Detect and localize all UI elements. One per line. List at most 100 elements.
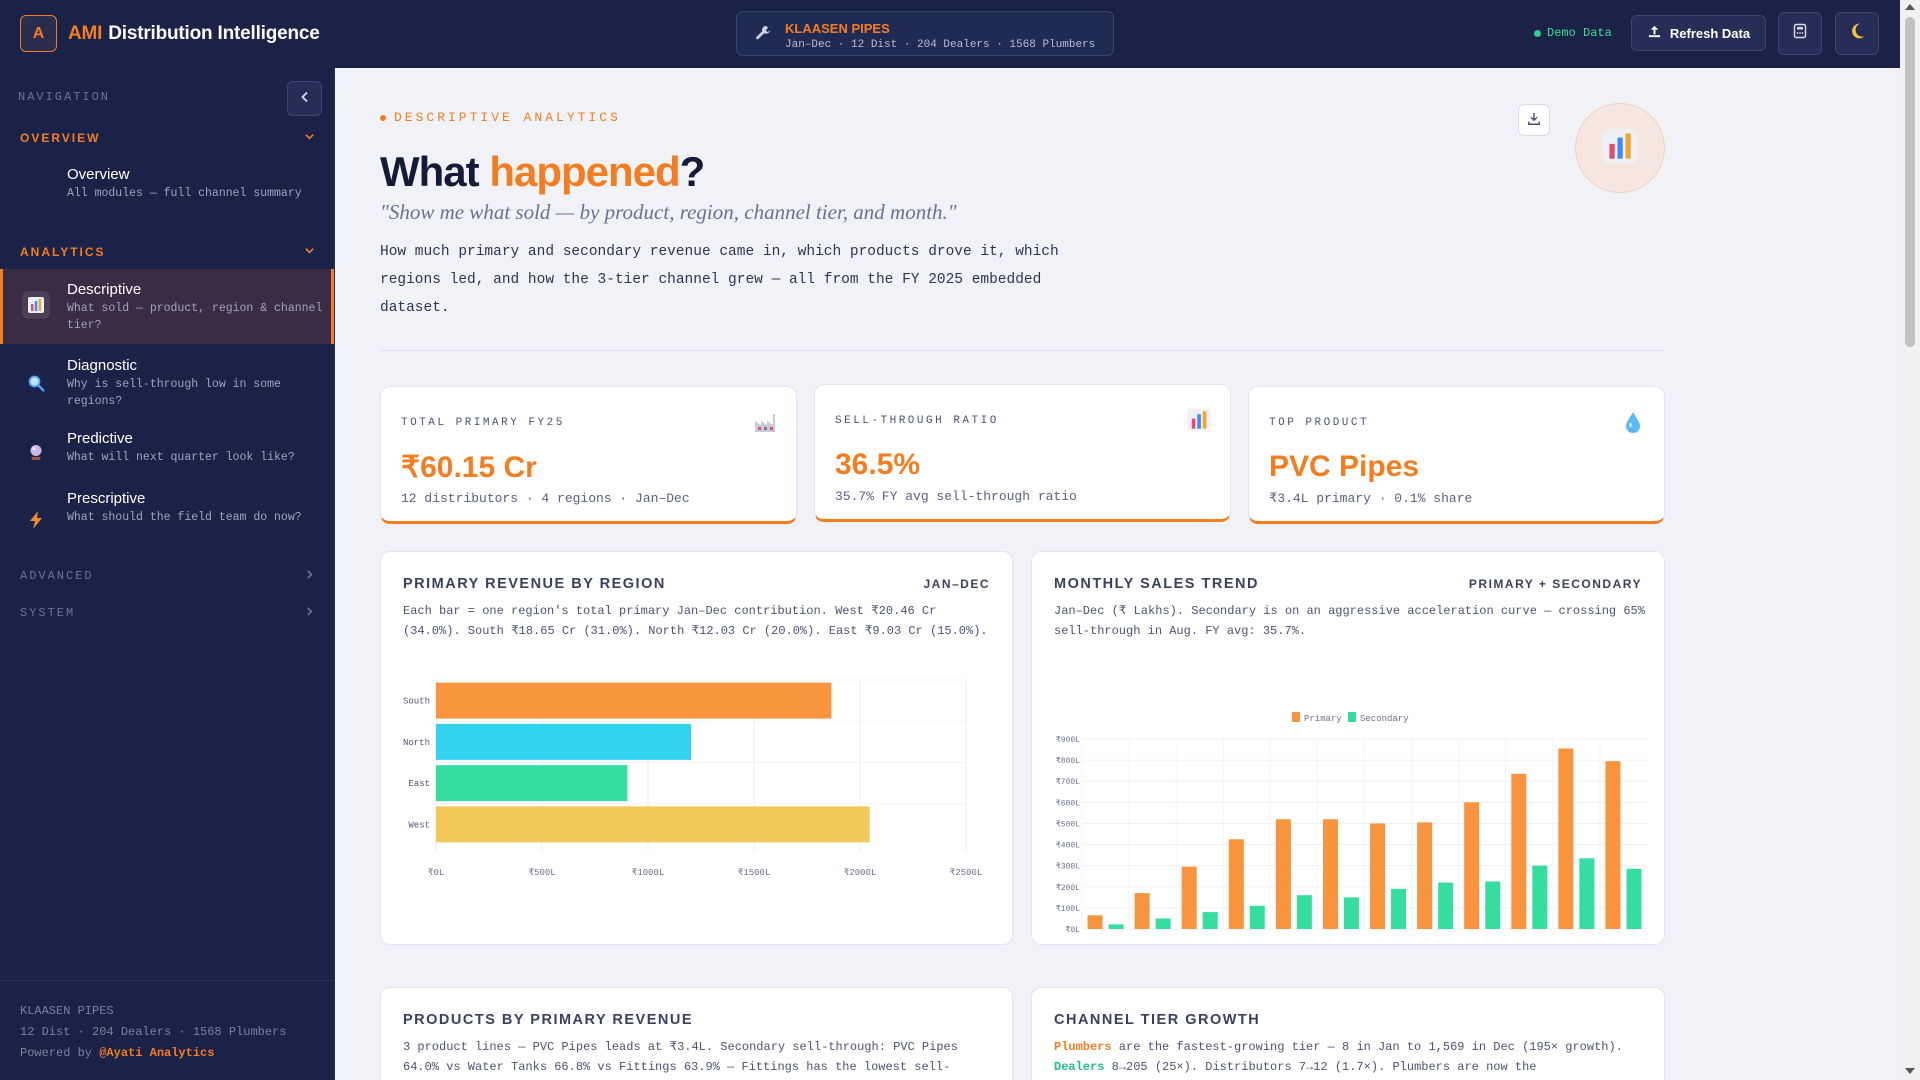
- bar-primary-aug[interactable]: [1417, 822, 1433, 929]
- region-revenue-card: PRIMARY REVENUE BY REGION JAN–DEC Each b…: [380, 551, 1013, 945]
- demo-label: Demo Data: [1547, 26, 1612, 40]
- collapse-sidebar-button[interactable]: [287, 81, 322, 116]
- bar-secondary-jun[interactable]: [1343, 897, 1359, 929]
- section-overview[interactable]: OVERVIEW: [20, 131, 315, 145]
- bar-secondary-sep[interactable]: [1485, 881, 1501, 930]
- section-overview-label: OVERVIEW: [20, 131, 101, 145]
- y-tick-label: ₹500L: [1056, 820, 1080, 829]
- sidebar-item-predictive[interactable]: Predictive What will next quarter look l…: [0, 428, 334, 478]
- bar-north[interactable]: [436, 723, 692, 760]
- x-tick-label: ₹500L: [528, 868, 555, 878]
- section-analytics[interactable]: ANALYTICS: [20, 245, 315, 259]
- scrollbar-thumb[interactable]: [1905, 17, 1915, 347]
- bar-secondary-oct[interactable]: [1532, 865, 1548, 929]
- bar-secondary-feb[interactable]: [1155, 918, 1171, 929]
- page-scrollbar[interactable]: [1900, 0, 1920, 1080]
- download-button[interactable]: [1518, 104, 1550, 136]
- region-bar-chart: ₹0L ₹500L ₹1000L ₹1500L ₹2000L ₹2500L South Nor…: [403, 679, 983, 878]
- footer-powered: Powered by @Ayati Analytics: [20, 1043, 334, 1064]
- legend-swatch: [1348, 712, 1356, 722]
- bar-primary-oct[interactable]: [1511, 773, 1527, 929]
- kpi-label: TOTAL PRIMARY FY25: [401, 417, 565, 429]
- bar-secondary-mar[interactable]: [1202, 912, 1218, 929]
- bar-secondary-may[interactable]: [1296, 895, 1312, 929]
- card-tag: JAN–DEC: [923, 577, 990, 591]
- dealers-highlight: Dealers: [1054, 1059, 1105, 1074]
- sidebar-item-title: Diagnostic: [67, 357, 138, 374]
- sidebar-item-diagnostic[interactable]: Diagnostic Why is sell-through low in so…: [0, 351, 334, 415]
- bar-south[interactable]: [436, 682, 832, 719]
- bar-primary-mar[interactable]: [1181, 866, 1197, 929]
- kpi-sell-through: SELL-THROUGH RATIO 36.5% 35.7% FY avg se…: [814, 384, 1231, 522]
- y-tick-label: ₹0L: [1065, 926, 1080, 935]
- bar-primary-feb[interactable]: [1134, 893, 1150, 929]
- app-title: AMI Distribution Intelligence: [68, 23, 320, 45]
- bar-primary-may[interactable]: [1275, 819, 1291, 929]
- bar-primary-apr[interactable]: [1228, 839, 1244, 929]
- card-description: 3 product lines — PVC Pipes leads at ₹3.…: [403, 1040, 958, 1074]
- scroll-up-icon[interactable]: [1905, 4, 1915, 10]
- sidebar-item-descriptive[interactable]: Descriptive What sold — product, region …: [0, 269, 334, 344]
- footer-client: KLAASEN PIPES: [20, 1004, 114, 1018]
- section-system[interactable]: SYSTEM: [20, 606, 315, 621]
- sidebar-item-title: Descriptive: [67, 281, 142, 298]
- client-selector[interactable]: KLAASEN PIPES Jan–Dec · 12 Dist · 204 De…: [736, 11, 1114, 56]
- legend-label: Primary: [1304, 714, 1342, 724]
- bar-secondary-nov[interactable]: [1579, 858, 1595, 929]
- demo-data-badge: Demo Data: [1534, 26, 1612, 40]
- scroll-down-icon[interactable]: [1905, 1068, 1915, 1074]
- sidebar: NAVIGATION OVERVIEW Overview All modules…: [0, 68, 335, 1080]
- refresh-data-button[interactable]: Refresh Data: [1631, 15, 1766, 51]
- sidebar-item-sub: What sold — product, region & channel ti…: [67, 302, 323, 332]
- app-logo[interactable]: A: [20, 15, 57, 52]
- bar-west[interactable]: [436, 806, 870, 843]
- chevron-down-icon: [304, 131, 315, 145]
- download-icon: [1527, 112, 1541, 129]
- x-tick-label: ₹1500L: [738, 868, 771, 878]
- eyebrow-label: DESCRIPTIVE ANALYTICS: [394, 110, 621, 125]
- chart-legend: Primary Secondary: [1292, 712, 1409, 724]
- bar-east[interactable]: [436, 765, 628, 802]
- calculator-button[interactable]: [1778, 12, 1822, 55]
- ayati-link[interactable]: @Ayati Analytics: [99, 1046, 215, 1060]
- lightning-icon: [22, 506, 50, 534]
- bar-secondary-jul[interactable]: [1391, 888, 1407, 929]
- refresh-label: Refresh Data: [1669, 25, 1751, 41]
- bar-primary-dec[interactable]: [1605, 761, 1621, 929]
- y-tick-label: ₹600L: [1056, 799, 1080, 808]
- sidebar-item-overview[interactable]: Overview All modules — full channel summ…: [0, 159, 334, 219]
- status-dot-icon: [1534, 29, 1541, 37]
- x-tick-label: ₹2500L: [950, 868, 983, 878]
- theme-toggle-button[interactable]: [1835, 12, 1879, 55]
- bar-primary-nov[interactable]: [1558, 748, 1574, 930]
- kpi-value: ₹60.15 Cr: [401, 451, 537, 484]
- bar-primary-jun[interactable]: [1322, 819, 1338, 929]
- magnifier-icon: [22, 369, 50, 397]
- section-advanced[interactable]: ADVANCED: [20, 569, 315, 584]
- bar-secondary-aug[interactable]: [1438, 882, 1454, 929]
- card-title: CHANNEL TIER GROWTH: [1054, 1012, 1261, 1028]
- channel-text-2: 8→205 (25×). Distributors 7→12 (1.7×). P…: [1104, 1059, 1537, 1074]
- bar-secondary-apr[interactable]: [1249, 905, 1265, 929]
- kpi-value: 36.5%: [835, 448, 921, 481]
- bar-primary-jan[interactable]: [1087, 915, 1103, 929]
- sidebar-item-sub: All modules — full channel summary: [67, 187, 302, 200]
- bar-secondary-jan[interactable]: [1108, 924, 1124, 929]
- upload-icon: [1647, 24, 1662, 42]
- bar-chart-icon: [22, 291, 50, 319]
- y-tick-label: ₹100L: [1056, 905, 1080, 914]
- divider: [380, 350, 1665, 351]
- bar-primary-jul[interactable]: [1370, 823, 1386, 929]
- grid-icon: [22, 173, 50, 201]
- sidebar-item-prescriptive[interactable]: Prescriptive What should the field team …: [0, 488, 334, 552]
- bar-secondary-dec[interactable]: [1626, 868, 1642, 929]
- plumbers-highlight: Plumbers: [1054, 1040, 1112, 1054]
- droplet-icon: [1620, 409, 1646, 435]
- kpi-top-product: TOP PRODUCT PVC Pipes ₹3.4L primary · 0.…: [1248, 386, 1665, 524]
- page-intro: How much primary and secondary revenue c…: [380, 244, 1059, 316]
- y-tick-label: ₹700L: [1056, 778, 1080, 787]
- bar-primary-sep[interactable]: [1464, 802, 1480, 929]
- sidebar-item-title: Predictive: [67, 430, 133, 447]
- kpi-total-primary: TOTAL PRIMARY FY25 ₹60.15 Cr 12 distribu…: [380, 386, 797, 524]
- card-description: Plumbers are the fastest-growing tier — …: [1054, 1038, 1644, 1077]
